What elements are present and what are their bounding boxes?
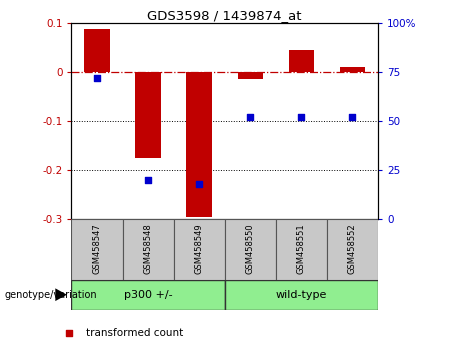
Text: GSM458552: GSM458552 bbox=[348, 223, 357, 274]
Point bbox=[298, 114, 305, 120]
Bar bbox=[289, 50, 314, 72]
Bar bbox=[225, 219, 276, 280]
Point bbox=[144, 177, 152, 183]
Text: genotype/variation: genotype/variation bbox=[5, 290, 97, 300]
Bar bbox=[340, 67, 365, 72]
Point bbox=[247, 114, 254, 120]
Bar bbox=[276, 219, 327, 280]
Text: GSM458551: GSM458551 bbox=[297, 223, 306, 274]
Bar bbox=[237, 72, 263, 80]
Text: GSM458548: GSM458548 bbox=[143, 223, 153, 274]
Point bbox=[93, 75, 100, 81]
Bar bbox=[225, 280, 378, 310]
Point bbox=[195, 181, 203, 187]
Text: GSM458547: GSM458547 bbox=[93, 223, 101, 274]
Text: GSM458549: GSM458549 bbox=[195, 223, 204, 274]
Polygon shape bbox=[55, 288, 67, 301]
Bar bbox=[186, 72, 212, 217]
Bar bbox=[327, 219, 378, 280]
Text: wild-type: wild-type bbox=[276, 290, 327, 300]
Text: p300 +/-: p300 +/- bbox=[124, 290, 172, 300]
Bar bbox=[136, 72, 161, 158]
Point bbox=[65, 330, 73, 336]
Title: GDS3598 / 1439874_at: GDS3598 / 1439874_at bbox=[148, 9, 302, 22]
Bar bbox=[84, 29, 110, 72]
Bar bbox=[71, 219, 123, 280]
Bar bbox=[174, 219, 225, 280]
Bar bbox=[71, 280, 225, 310]
Text: transformed count: transformed count bbox=[87, 328, 183, 338]
Point bbox=[349, 114, 356, 120]
Bar bbox=[123, 219, 174, 280]
Text: GSM458550: GSM458550 bbox=[246, 223, 255, 274]
